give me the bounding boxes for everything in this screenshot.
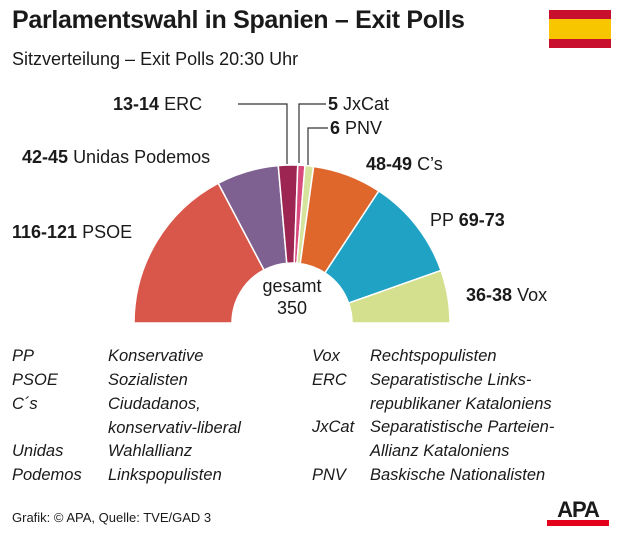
jxcat-leader-line — [298, 103, 326, 163]
legend-desc: Wahlallianz Linkspopulisten — [108, 442, 222, 484]
legend-desc: Baskische Nationalisten — [370, 466, 546, 484]
legend-desc: Ciudadanos, konservativ-liberal — [108, 395, 241, 437]
segment-psoe — [133, 182, 266, 324]
label-erc: 13-14 ERC — [113, 94, 203, 114]
legend-desc: Konservative — [108, 347, 204, 365]
center-total: gesamt 350 — [252, 275, 332, 319]
legend-desc: Separatistische Links- republikaner Kata… — [370, 371, 552, 413]
legend-abbr: Unidas Podemos — [12, 442, 82, 484]
label-pnv: 6 PNV — [330, 118, 383, 138]
pnv-leader-line — [307, 127, 328, 165]
legend-desc: Rechtspopulisten — [370, 347, 497, 365]
segment-vox — [347, 269, 451, 324]
legend-abbr: PSOE — [12, 371, 58, 389]
label-vox: 36-38 Vox — [466, 285, 548, 305]
label-cs: 48-49 C’s — [366, 154, 443, 174]
chart-subtitle: Sitzverteilung – Exit Polls 20:30 Uhr — [12, 49, 299, 69]
total-label: gesamt — [262, 276, 322, 296]
apa-logo: APA — [547, 499, 609, 526]
legend-abbr: JxCat — [312, 418, 355, 436]
legend-abbr: PP — [12, 347, 35, 365]
label-podemos: 42-45 Unidas Podemos — [22, 147, 211, 167]
label-psoe: 116-121 PSOE — [12, 222, 133, 242]
spain-flag-icon — [549, 10, 611, 48]
chart-title: Parlamentswahl in Spanien – Exit Polls — [12, 6, 465, 34]
legend-desc: Separatistische Parteien- Allianz Katalo… — [370, 418, 555, 460]
label-pp: PP 69-73 — [430, 210, 505, 230]
total-value: 350 — [276, 298, 308, 318]
label-jxcat: 5 JxCat — [328, 94, 390, 114]
legend-abbr: ERC — [312, 371, 347, 389]
source-note: Grafik: © APA, Quelle: TVE/GAD 3 — [12, 510, 212, 525]
legend-abbr: PNV — [312, 466, 346, 484]
legend-abbr: C´s — [12, 395, 38, 413]
erc-leader-line — [238, 103, 288, 164]
legend-abbr: Vox — [312, 347, 340, 365]
legend-desc: Sozialisten — [108, 371, 188, 389]
